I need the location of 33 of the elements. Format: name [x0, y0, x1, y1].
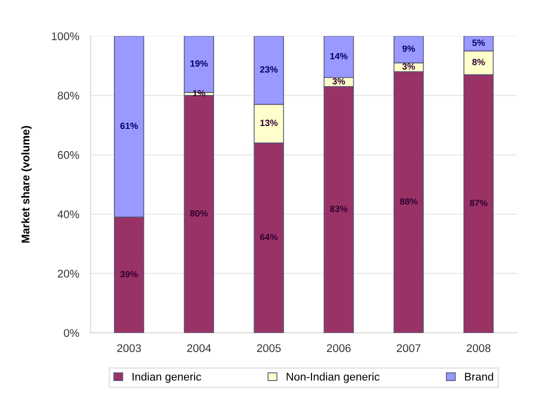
data-label: 80%	[190, 210, 208, 217]
data-label: 13%	[260, 120, 278, 126]
data-label: 8%	[472, 58, 485, 66]
y-tick-label: 0%	[64, 329, 80, 337]
x-tick-label: 2008	[466, 344, 490, 352]
y-axis-title: Market share (volume)	[21, 126, 32, 243]
data-label: 83%	[330, 206, 348, 212]
legend-label: Brand	[465, 372, 494, 381]
y-tick-label: 60%	[58, 151, 80, 159]
data-label: 23%	[260, 66, 278, 73]
data-label: 9%	[402, 45, 415, 52]
y-tick-label: 80%	[58, 92, 80, 100]
data-label: 3%	[332, 78, 346, 85]
y-tick-label: 100%	[52, 32, 80, 40]
data-label: 64%	[260, 234, 278, 240]
legend-label: Indian generic	[132, 372, 202, 383]
x-tick-label: 2006	[326, 344, 351, 352]
data-label: 39%	[120, 270, 138, 278]
data-label: 5%	[472, 40, 485, 46]
legend-label: Non-Indian generic	[286, 372, 380, 383]
data-label: 88%	[400, 198, 418, 205]
x-tick-label: 2004	[187, 344, 211, 352]
y-tick-label: 40%	[58, 210, 80, 218]
x-tick-label: 2005	[257, 344, 281, 352]
data-label: 14%	[330, 52, 348, 60]
x-tick-label: 2007	[396, 344, 420, 352]
data-label: 19%	[190, 60, 208, 67]
bar	[184, 95, 214, 333]
data-label: 61%	[120, 122, 138, 130]
x-tick-label: 2003	[117, 344, 141, 352]
data-label: 87%	[470, 200, 488, 206]
data-label: 3%	[402, 63, 415, 70]
y-tick-label: 20%	[58, 270, 80, 278]
